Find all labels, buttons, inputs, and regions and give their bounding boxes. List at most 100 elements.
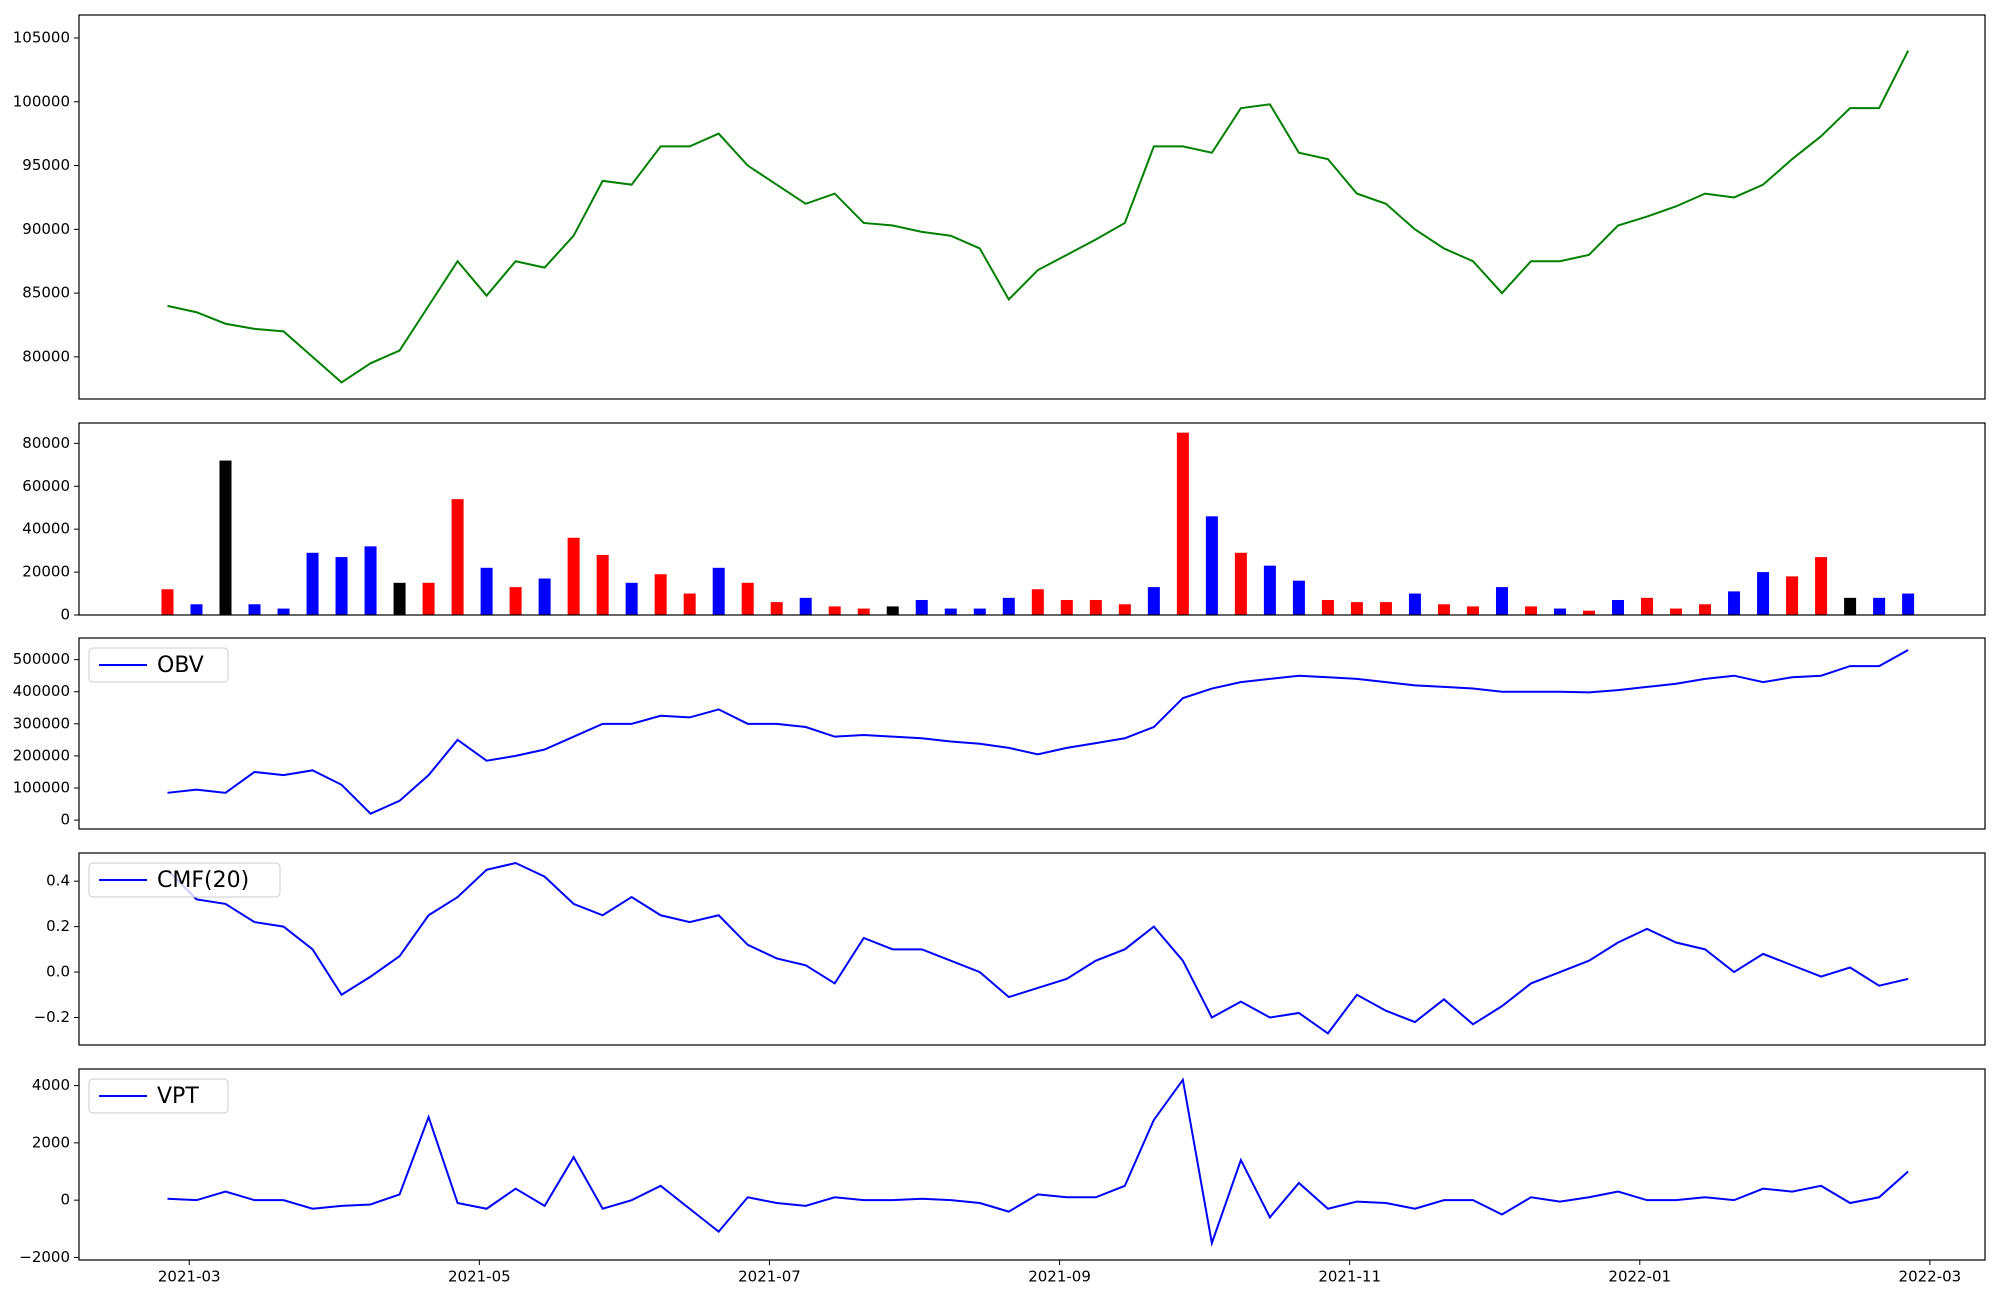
bar: [1437, 604, 1450, 615]
y-tick-label: 40000: [22, 520, 70, 538]
x-tick-label: 2021-09: [1028, 1268, 1091, 1286]
x-tick-label: 2021-07: [738, 1268, 801, 1286]
bar: [1379, 602, 1392, 615]
bar: [277, 608, 290, 615]
x-tick-label: 2021-11: [1318, 1268, 1381, 1286]
bar: [364, 546, 377, 615]
bar: [1292, 580, 1305, 615]
y-tick-label: 80000: [22, 434, 70, 452]
bar: [1815, 557, 1828, 615]
bar: [1699, 604, 1712, 615]
x-tick-label: 2022-03: [1899, 1268, 1962, 1286]
bar: [886, 606, 899, 615]
bar: [393, 582, 406, 615]
y-tick-label: 0.2: [46, 917, 70, 935]
bar: [973, 608, 986, 615]
y-tick-label: 80000: [22, 347, 70, 365]
bar: [567, 537, 580, 615]
axes-frame: [78, 14, 1986, 400]
bar: [1205, 516, 1218, 615]
y-tick-label: 85000: [22, 284, 70, 302]
bar: [161, 589, 174, 615]
bar: [1612, 599, 1625, 615]
bar: [1118, 604, 1131, 615]
bar: [1524, 606, 1537, 615]
y-tick-label: 2000: [32, 1133, 70, 1151]
bar: [1176, 432, 1189, 615]
y-tick-label: −0.2: [34, 1008, 70, 1026]
y-tick-label: 100000: [13, 778, 70, 796]
line: [167, 50, 1910, 384]
line: [166, 861, 1909, 1035]
bar: [625, 582, 638, 615]
legend-box: [88, 862, 281, 898]
y-tick-label: −2000: [19, 1248, 70, 1266]
axes-frame: [78, 422, 1986, 616]
y-tick-label: 200000: [13, 746, 70, 764]
bar: [1757, 572, 1770, 615]
bar: [1466, 606, 1479, 615]
bar: [1583, 610, 1596, 615]
bar: [1089, 599, 1102, 615]
bar: [1350, 602, 1363, 615]
axes-frame: [78, 1068, 1986, 1261]
legend-box: [88, 647, 229, 683]
bar: [1844, 597, 1857, 615]
bar: [1641, 597, 1654, 615]
bar: [1002, 597, 1015, 615]
bar: [915, 599, 928, 615]
line: [167, 1077, 1909, 1248]
bar: [480, 567, 493, 615]
bar: [1728, 591, 1741, 615]
bar: [538, 578, 551, 615]
bar: [741, 582, 754, 615]
bar: [335, 557, 348, 615]
bar: [799, 597, 812, 615]
bar: [422, 582, 435, 615]
y-tick-label: 400000: [13, 682, 70, 700]
bar: [219, 460, 232, 615]
legend-label: CMF(20): [157, 868, 249, 893]
bar: [1321, 599, 1334, 615]
y-tick-label: 100000: [13, 92, 70, 110]
line: [167, 649, 1909, 815]
bar: [1786, 576, 1799, 615]
bar: [1670, 608, 1683, 615]
bar: [1031, 589, 1044, 615]
bar: [509, 587, 522, 615]
legend-label: OBV: [157, 653, 204, 678]
bar: [1263, 565, 1276, 615]
x-tick-label: 2021-05: [448, 1268, 511, 1286]
y-tick-label: 90000: [22, 220, 70, 238]
bar: [1902, 593, 1915, 615]
y-tick-label: 0.0: [46, 963, 70, 981]
x-tick-label: 2022-01: [1608, 1268, 1671, 1286]
bar: [770, 602, 783, 615]
bar: [828, 606, 841, 615]
y-tick-label: 0: [60, 811, 70, 829]
y-tick-label: 4000: [32, 1076, 70, 1094]
bar: [683, 593, 696, 615]
bar: [1060, 599, 1073, 615]
bar: [306, 552, 319, 615]
y-tick-label: 0.4: [46, 872, 70, 890]
bar: [1147, 587, 1160, 615]
y-tick-label: 0: [60, 606, 70, 624]
x-tick-label: 2021-03: [158, 1268, 221, 1286]
bar: [654, 574, 667, 615]
bar: [1408, 593, 1421, 615]
legend-label: VPT: [157, 1084, 199, 1109]
axes-frame: [78, 637, 1986, 830]
y-tick-label: 105000: [13, 28, 70, 46]
y-tick-label: 20000: [22, 563, 70, 581]
y-tick-label: 0: [60, 1191, 70, 1209]
bar: [1234, 552, 1247, 615]
bar: [596, 554, 609, 615]
bar: [712, 567, 725, 615]
y-tick-label: 300000: [13, 714, 70, 732]
bar: [1495, 587, 1508, 615]
axes-frame: [78, 852, 1986, 1046]
bar: [1553, 608, 1566, 615]
